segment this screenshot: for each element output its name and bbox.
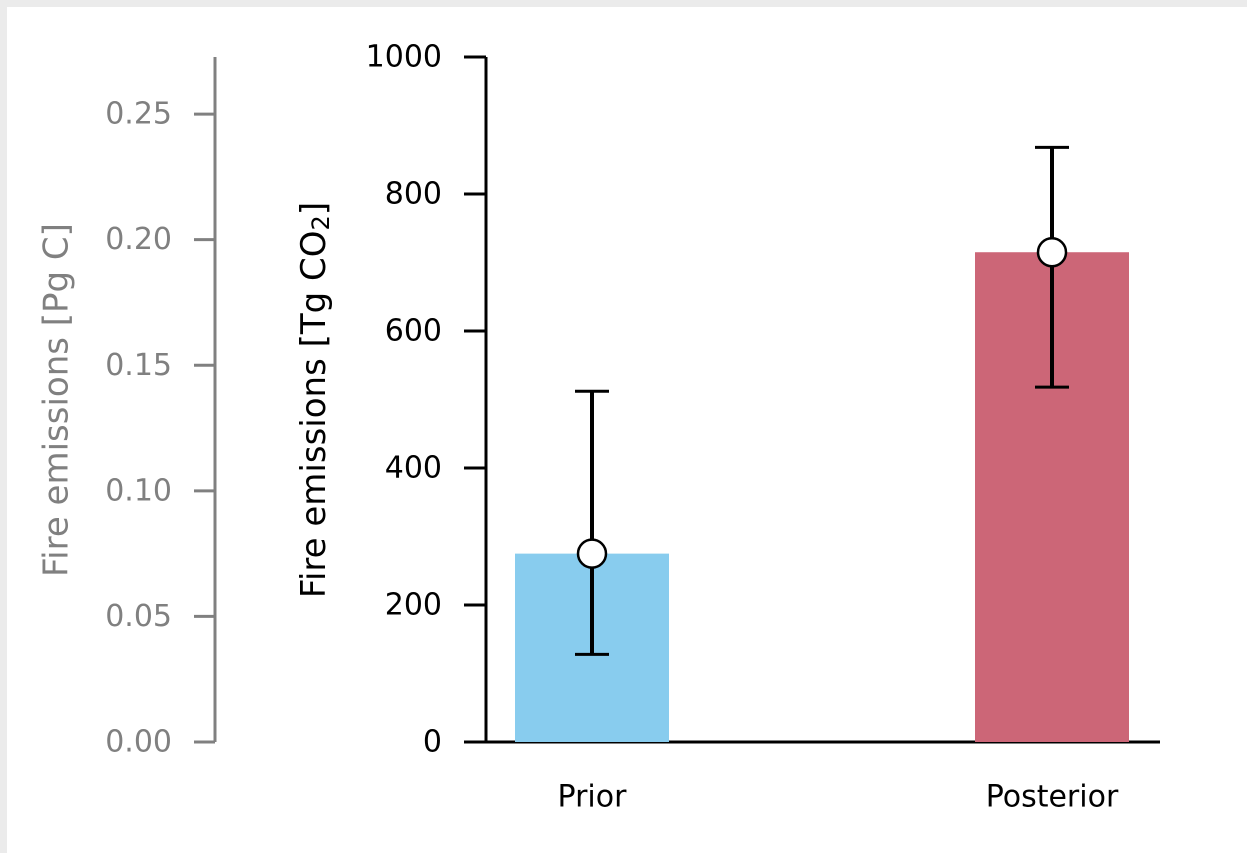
secondary-y-tick-label: 0.05 bbox=[105, 599, 172, 634]
secondary-y-tick-label: 0.00 bbox=[105, 725, 172, 760]
primary-y-axis-label-end: ] bbox=[294, 202, 334, 215]
primary-y-tick-label: 200 bbox=[385, 588, 442, 623]
marker-prior bbox=[576, 538, 608, 569]
x-tick-label-prior: Prior bbox=[558, 780, 628, 815]
secondary-y-tick-label: 0.25 bbox=[105, 97, 172, 132]
secondary-y-tick-label: 0.20 bbox=[105, 222, 172, 257]
primary-y-axis-label-subscript: 2 bbox=[307, 215, 335, 230]
error-bars bbox=[575, 145, 1069, 656]
primary-y-tick-label: 600 bbox=[385, 314, 442, 349]
primary-y-tick-label: 0 bbox=[423, 725, 442, 760]
secondary-y-axis-label: Fire emissions [Pg C] bbox=[37, 223, 77, 577]
secondary-y-tick-label: 0.15 bbox=[105, 348, 172, 383]
primary-y-tick-label: 800 bbox=[385, 177, 442, 212]
primary-y-axis-label-text: Fire emissions [Tg CO bbox=[294, 230, 334, 598]
primary-y-axis: 0 200 400 600 800 1000 bbox=[366, 40, 488, 760]
primary-y-tick-label: 400 bbox=[385, 451, 442, 486]
secondary-y-axis: 0.00 0.05 0.10 0.15 0.20 0.25 bbox=[105, 57, 217, 760]
primary-y-axis-label: Fire emissions [Tg CO2] bbox=[294, 202, 336, 598]
primary-y-tick-label: 1000 bbox=[366, 40, 442, 75]
bars bbox=[515, 252, 1129, 742]
x-tick-label-posterior: Posterior bbox=[986, 780, 1119, 815]
marker-posterior bbox=[1036, 236, 1068, 268]
x-tick-labels: Prior Posterior bbox=[558, 780, 1119, 815]
secondary-y-tick-label: 0.10 bbox=[105, 473, 172, 508]
